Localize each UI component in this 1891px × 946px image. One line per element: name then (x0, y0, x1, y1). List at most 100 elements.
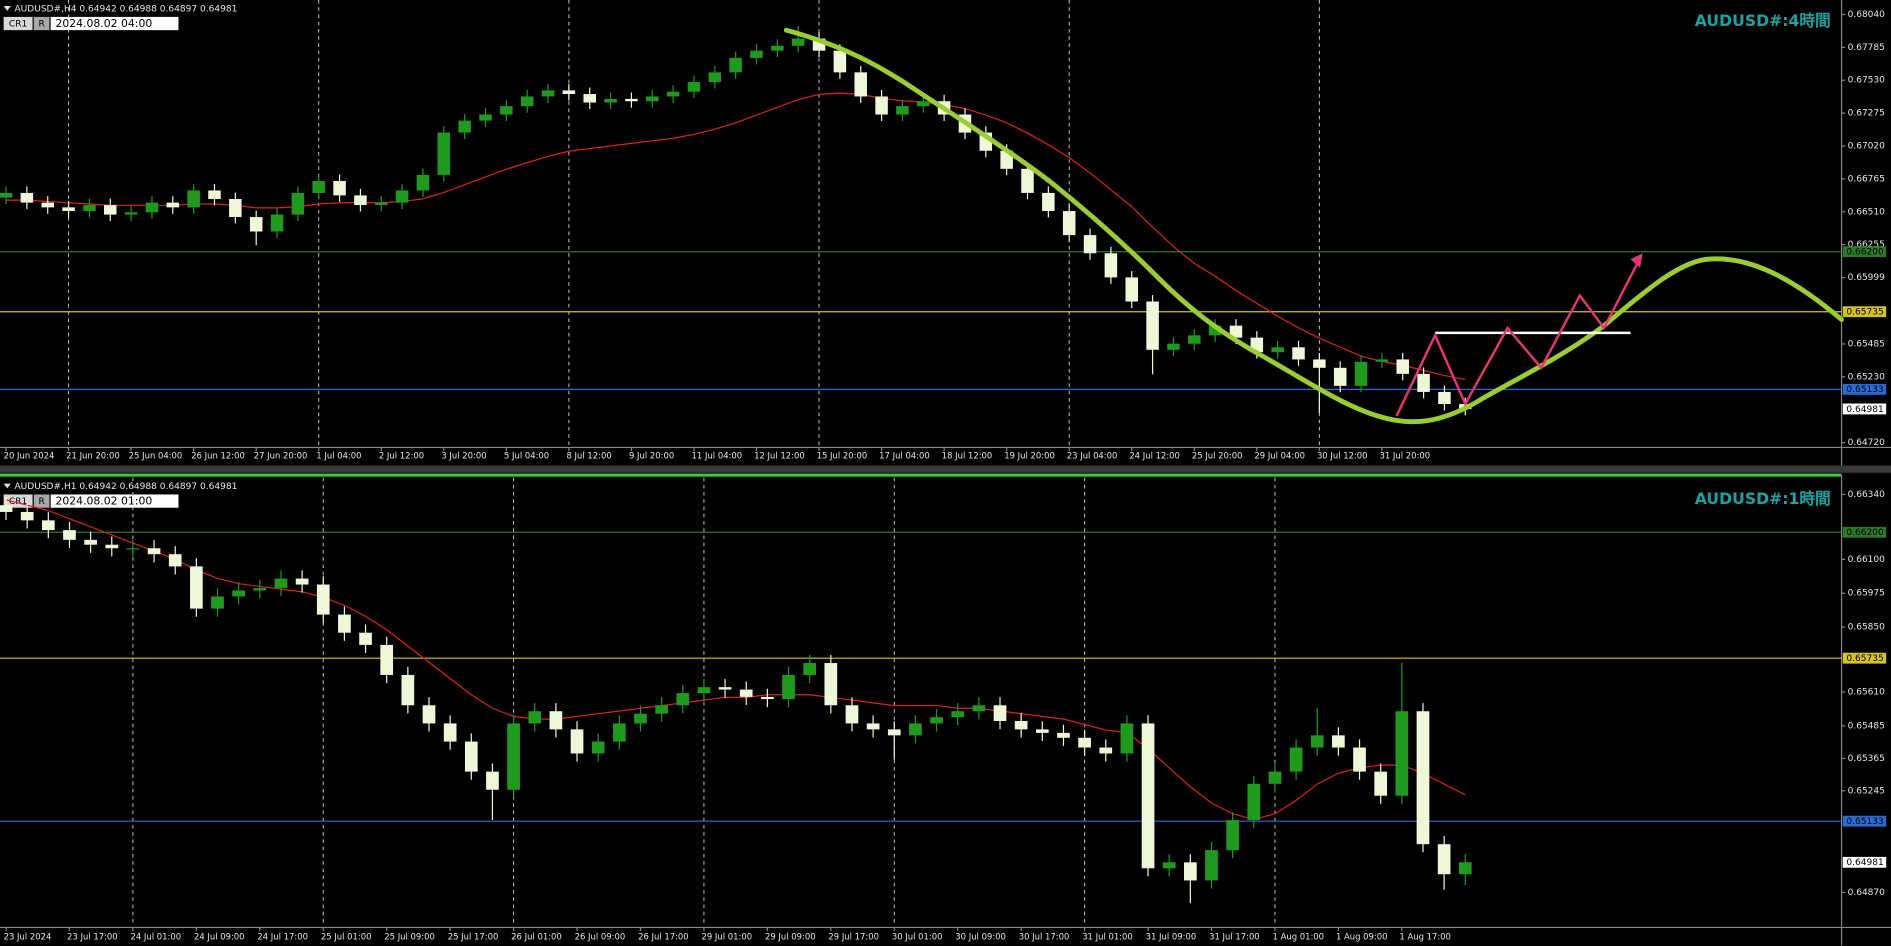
candle-body (676, 693, 690, 706)
candle-body (1332, 735, 1345, 748)
x-tick-label: 1 Jul 04:00 (316, 450, 361, 460)
level-tag (1842, 526, 1887, 538)
candle-body (1083, 235, 1097, 254)
x-tick-label: 1 Aug 17:00 (1399, 932, 1451, 942)
candle-body (1395, 711, 1409, 796)
candle-body (1310, 735, 1324, 748)
y-tick-label: 0.67785 (1848, 43, 1885, 53)
candle-body (1205, 850, 1218, 881)
mode-label: R (38, 19, 45, 29)
x-tick-label: 25 Jun 04:00 (129, 450, 183, 460)
candle-body (1313, 359, 1326, 368)
candle-body (993, 705, 1007, 721)
candle-body (62, 207, 75, 211)
candle-body (295, 578, 309, 585)
candle-body (168, 554, 182, 567)
candle-body (1057, 732, 1070, 738)
candle-body (1035, 729, 1049, 733)
candle-body (416, 174, 430, 191)
candle-body (625, 98, 638, 102)
x-tick-label: 31 Jul 20:00 (1379, 450, 1430, 460)
candle-body (761, 696, 774, 700)
mode-label: R (38, 497, 45, 507)
candle-body (833, 50, 847, 73)
candle-body (249, 217, 263, 232)
candle-body (375, 202, 388, 206)
candle-body (549, 711, 563, 730)
candle-body (1162, 862, 1176, 869)
trend-curve (783, 27, 1844, 425)
candle-body (1292, 347, 1305, 360)
x-tick-label: 25 Jul 20:00 (1192, 450, 1243, 460)
candle-body (507, 723, 520, 790)
level-tag (1842, 815, 1887, 827)
x-tick-label: 26 Jul 01:00 (511, 932, 562, 942)
candle-body (401, 674, 415, 706)
candle-body (0, 505, 13, 512)
candle-body (930, 717, 943, 724)
candle-body (972, 705, 986, 712)
x-tick-label: 25 Jul 01:00 (321, 932, 372, 942)
candle-body (422, 705, 436, 724)
x-tick-label: 30 Jul 17:00 (1019, 932, 1070, 942)
chart-header: AUDUSD#,H1 0.64942 0.64988 0.64897 0.649… (14, 482, 237, 492)
candle-body (1078, 737, 1091, 748)
candle-body (824, 663, 838, 706)
y-tick-label: 0.66765 (1848, 174, 1885, 184)
profile-label: CR1 (9, 497, 27, 507)
x-tick-label: 8 Jul 12:00 (566, 450, 611, 460)
candle-body (1099, 747, 1113, 754)
x-tick-label: 20 Jun 2024 (4, 450, 55, 460)
candle-body (782, 674, 795, 700)
candle-body (1229, 325, 1243, 338)
level-tag (1842, 383, 1887, 395)
x-tick-label: 30 Jul 12:00 (1317, 450, 1368, 460)
x-tick-label: 29 Jul 04:00 (1254, 450, 1305, 460)
y-tick-label: 0.64720 (1848, 438, 1886, 448)
candle-body (208, 190, 221, 199)
x-tick-label: 23 Jul 04:00 (1067, 450, 1118, 460)
candle-body (583, 94, 596, 103)
candle-body (145, 202, 159, 213)
x-tick-label: 2 Jul 12:00 (379, 450, 424, 460)
candle-body (105, 544, 119, 549)
x-tick-label: 24 Jul 09:00 (194, 932, 245, 942)
x-tick-label: 31 Jul 17:00 (1209, 932, 1260, 942)
candle-body (104, 205, 117, 215)
candle-body (229, 198, 242, 218)
y-tick-label: 0.66255 (1848, 240, 1885, 250)
candle-body (875, 96, 888, 115)
y-tick-label: 0.65975 (1848, 589, 1885, 599)
candle-body (211, 596, 224, 609)
datetime-box (50, 494, 179, 508)
candle-body (729, 57, 742, 73)
level-tag (1842, 652, 1887, 664)
menu-arrow (3, 483, 11, 489)
y-tick-label: 0.64870 (1848, 888, 1886, 898)
candle-body (845, 705, 859, 724)
y-tick-label: 0.65999 (1848, 273, 1886, 283)
watermark: AUDUSD#:1時間 (1695, 489, 1831, 508)
x-tick-label: 29 Jul 09:00 (765, 932, 816, 942)
y-tick-label: 0.65245 (1848, 786, 1885, 796)
candle-body (1353, 747, 1366, 772)
candle-body (486, 771, 499, 790)
mode-box (33, 16, 50, 31)
x-tick-label: 23 Jul 2024 (4, 932, 52, 942)
candle-body (1333, 367, 1347, 386)
candle-body (655, 705, 668, 714)
candle-body (708, 72, 722, 83)
candle-body (791, 38, 805, 46)
candle-body (124, 212, 138, 215)
x-tick-label: 12 Jul 12:00 (754, 450, 805, 460)
candle-body (1125, 277, 1138, 302)
x-tick-label: 21 Jun 20:00 (66, 450, 120, 460)
candle-body (750, 50, 763, 58)
candle-body (1104, 253, 1118, 278)
candle-body (520, 96, 534, 107)
zigzag-projection (1395, 257, 1642, 417)
level-tag-label: 0.65133 (1846, 817, 1884, 827)
x-tick-label: 24 Jul 01:00 (131, 932, 182, 942)
